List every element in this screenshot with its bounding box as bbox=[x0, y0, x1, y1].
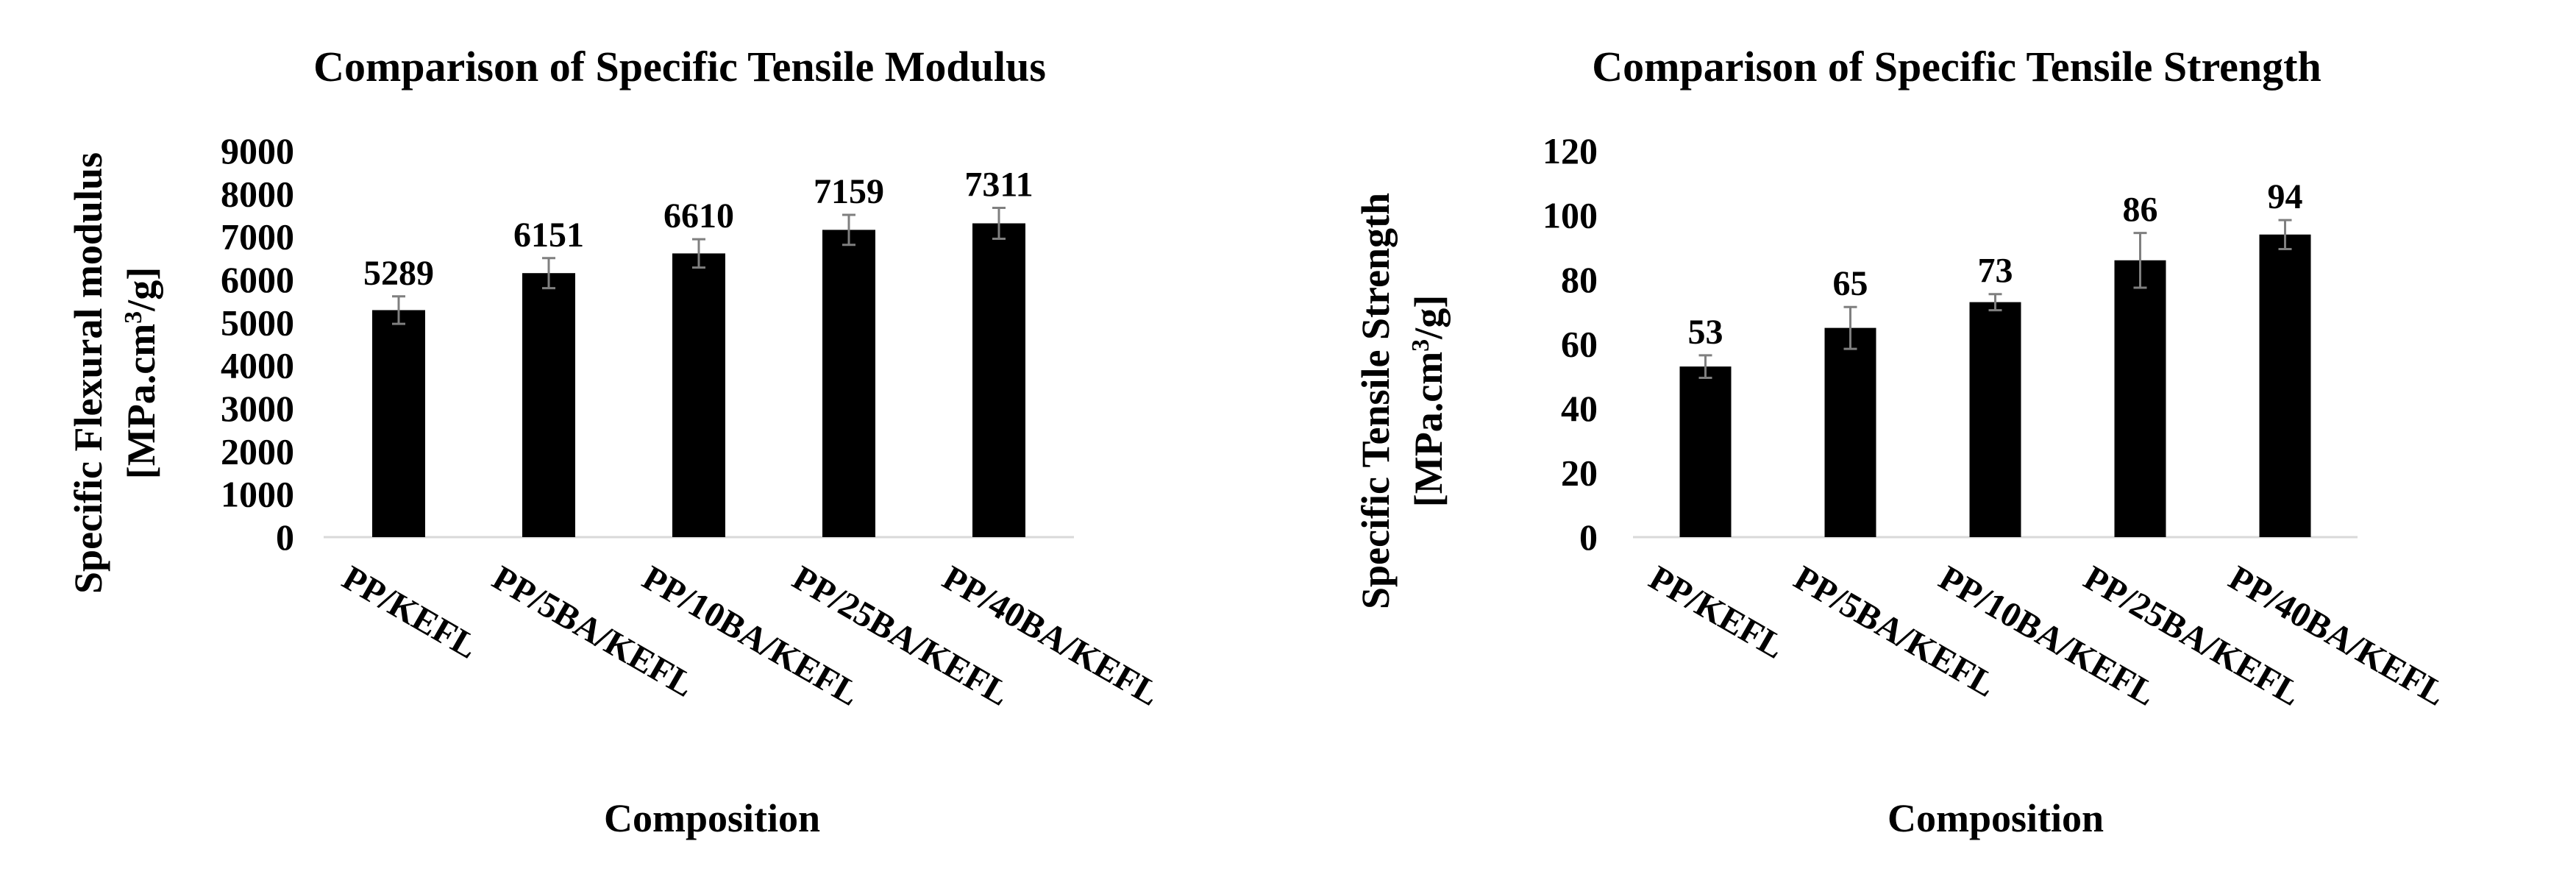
y-tick-label: 7000 bbox=[221, 216, 294, 258]
plot-area: 02040608010012053PP/KEFL65PP/5BA/KEFL73P… bbox=[1543, 130, 2452, 714]
bar bbox=[1969, 302, 2021, 537]
x-tick-label: PP/KEFL bbox=[336, 558, 485, 667]
data-label: 53 bbox=[1688, 313, 1723, 352]
y-axis-label-unit-sup: 3 bbox=[1407, 339, 1434, 352]
y-tick-label: 8000 bbox=[221, 173, 294, 214]
y-tick-label: 0 bbox=[1579, 517, 1598, 558]
y-axis-label-line2: [MPa.cm3/g] bbox=[119, 267, 163, 479]
y-axis-label-unit-prefix: [MPa.cm bbox=[119, 324, 163, 479]
y-axis-label-line2: [MPa.cm3/g] bbox=[1406, 295, 1451, 507]
y-tick-label: 60 bbox=[1561, 324, 1598, 365]
y-tick-label: 2000 bbox=[221, 430, 294, 472]
chart-specific-tensile-strength: Comparison of Specific Tensile Strength … bbox=[1353, 43, 2452, 840]
data-label: 73 bbox=[1978, 252, 2013, 291]
y-tick-label: 0 bbox=[276, 517, 294, 558]
data-label: 7311 bbox=[964, 166, 1033, 205]
y-tick-label: 80 bbox=[1561, 259, 1598, 300]
bar bbox=[822, 230, 875, 537]
bar bbox=[2114, 260, 2166, 537]
data-label: 5289 bbox=[363, 254, 434, 293]
y-axis-label-line1: Specific Tensile Strength bbox=[1353, 193, 1398, 609]
x-axis-label: Composition bbox=[604, 796, 820, 840]
bar bbox=[522, 273, 575, 537]
y-tick-label: 20 bbox=[1561, 453, 1598, 494]
y-axis-label-line1: Specific Flexural modulus bbox=[66, 152, 110, 594]
y-tick-label: 6000 bbox=[221, 259, 294, 300]
data-label: 7159 bbox=[814, 172, 884, 211]
y-axis-label-unit-suffix: /g] bbox=[119, 267, 163, 312]
data-label: 86 bbox=[2123, 191, 2158, 230]
bar bbox=[1679, 366, 1732, 537]
y-tick-label: 120 bbox=[1543, 130, 1598, 171]
chart-title: Comparison of Specific Tensile Strength bbox=[1592, 43, 2321, 91]
y-axis-label-unit-prefix: [MPa.cm bbox=[1406, 352, 1451, 507]
y-tick-label: 100 bbox=[1543, 195, 1598, 236]
data-label: 65 bbox=[1833, 264, 1868, 303]
data-label: 6610 bbox=[663, 196, 734, 235]
data-label: 6151 bbox=[513, 216, 584, 255]
y-axis-label-unit-suffix: /g] bbox=[1406, 295, 1451, 340]
y-tick-label: 40 bbox=[1561, 388, 1598, 429]
y-tick-label: 5000 bbox=[221, 302, 294, 343]
y-tick-label: 3000 bbox=[221, 388, 294, 429]
y-tick-label: 9000 bbox=[221, 130, 294, 171]
x-tick-label: PP/KEFL bbox=[1643, 558, 1791, 667]
bar bbox=[1824, 327, 1876, 537]
bar bbox=[2259, 234, 2311, 537]
bar bbox=[372, 310, 425, 537]
chart-specific-tensile-modulus: Comparison of Specific Tensile Modulus S… bbox=[66, 43, 1166, 840]
x-axis-label: Composition bbox=[1887, 796, 2104, 840]
chart-title: Comparison of Specific Tensile Modulus bbox=[313, 43, 1046, 91]
data-label: 94 bbox=[2268, 177, 2303, 216]
y-axis-label-unit-sup: 3 bbox=[120, 311, 147, 324]
bar bbox=[972, 223, 1025, 537]
y-tick-label: 1000 bbox=[221, 474, 294, 515]
bar bbox=[672, 253, 725, 537]
y-tick-label: 4000 bbox=[221, 345, 294, 386]
